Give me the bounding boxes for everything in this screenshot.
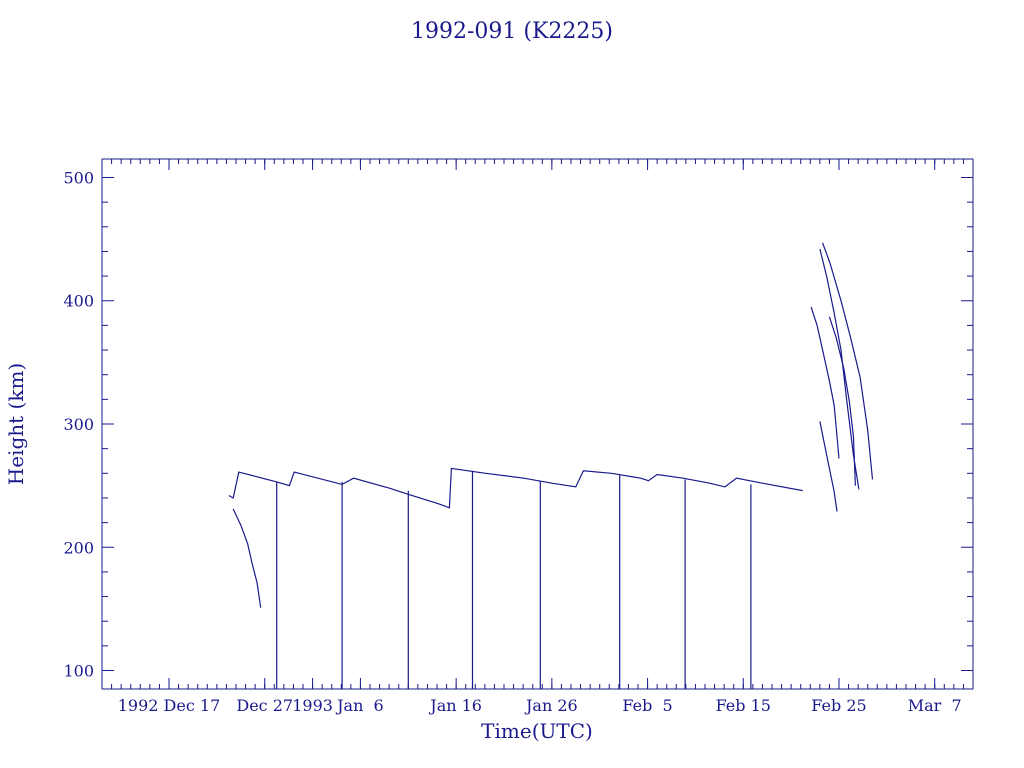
x-axis-label: Time(UTC) bbox=[481, 719, 593, 743]
x-tick-label: Feb 5 bbox=[622, 696, 672, 715]
x-tick-label: Jan 26 bbox=[524, 696, 578, 715]
x-tick-label: Feb 25 bbox=[811, 696, 866, 715]
plot-frame bbox=[101, 158, 974, 690]
y-tick-label: 200 bbox=[63, 538, 94, 557]
series-line bbox=[822, 242, 874, 480]
y-tick-label: 400 bbox=[63, 292, 94, 311]
series-line bbox=[228, 467, 803, 509]
x-tick-label: Mar 7 bbox=[908, 696, 962, 715]
y-tick-label: 500 bbox=[63, 168, 94, 187]
x-tick-label: 1992 Dec 17 bbox=[118, 696, 221, 715]
x-tick-label: Feb 15 bbox=[716, 696, 771, 715]
x-tick-label: 1993 bbox=[292, 696, 333, 715]
series-line bbox=[232, 508, 262, 608]
y-tick-label: 100 bbox=[63, 662, 94, 681]
x-tick-label: Jan 6 bbox=[335, 696, 384, 715]
series-line bbox=[810, 306, 840, 459]
series-line bbox=[828, 316, 856, 486]
x-axis: 1992 Dec 17 Dec 27 1993 Jan 6 Jan 16 Jan 26 Fe… bbox=[111, 159, 964, 715]
x-tick-label: Jan 16 bbox=[428, 696, 482, 715]
y-axis: 100 200 300 400 500 bbox=[63, 168, 973, 681]
y-tick-label: 300 bbox=[63, 415, 94, 434]
series-line bbox=[819, 248, 860, 490]
x-tick-label: Dec 27 bbox=[236, 696, 293, 715]
chart-title: 1992-091 (K2225) bbox=[411, 19, 613, 44]
y-axis-label: Height (km) bbox=[4, 363, 28, 485]
series-line bbox=[819, 421, 838, 512]
plot-area bbox=[228, 242, 874, 689]
